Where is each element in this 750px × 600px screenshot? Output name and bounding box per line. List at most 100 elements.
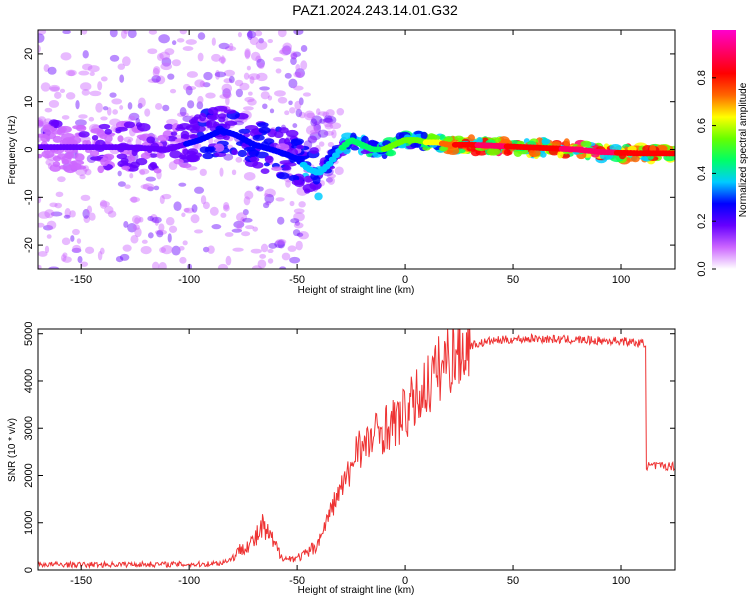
x-tick-label: 0 — [402, 274, 408, 286]
heatmap-cell — [165, 217, 175, 226]
heatmap-cell — [117, 135, 124, 143]
heatmap-cell — [55, 191, 64, 198]
heatmap-cell — [327, 176, 335, 185]
heatmap-cell — [293, 71, 302, 78]
heatmap-cell — [136, 122, 151, 132]
heatmap-cell — [274, 90, 286, 97]
heatmap-cell — [295, 71, 304, 78]
heatmap-cell — [49, 86, 60, 92]
heatmap-cell — [147, 48, 158, 55]
heatmap-cell — [109, 30, 118, 38]
heatmap-cell — [40, 82, 51, 92]
heatmap-cell — [207, 114, 214, 119]
heatmap-cell — [155, 102, 163, 110]
heatmap-cell — [219, 167, 224, 177]
heatmap-cell — [43, 64, 50, 73]
heatmap-cell — [129, 196, 141, 203]
heatmap-cell — [194, 186, 205, 194]
heatmap-cell — [46, 234, 52, 239]
colorbar-tick-label: 0.8 — [696, 70, 708, 85]
heatmap-cell — [307, 135, 318, 144]
heatmap-cell — [231, 228, 243, 233]
heatmap-cell — [132, 224, 140, 231]
heatmap-cell — [246, 30, 257, 39]
heatmap-cell — [223, 78, 233, 84]
heatmap-cell — [279, 266, 287, 269]
heatmap-cell — [223, 123, 231, 130]
heatmap-cell — [294, 68, 306, 78]
heatmap-cell — [232, 247, 244, 252]
heatmap-cell — [134, 217, 140, 225]
heatmap-cell — [228, 75, 235, 84]
heatmap-cell — [64, 208, 71, 218]
heatmap-cell — [152, 261, 160, 269]
heatmap-cell — [199, 168, 207, 177]
heatmap-cell — [74, 153, 85, 162]
heatmap-cell — [159, 195, 165, 204]
colorbar-tick-label: 0.0 — [696, 261, 708, 276]
heatmap-cell — [267, 38, 274, 44]
heatmap-cell — [285, 129, 299, 138]
heatmap-cell — [295, 240, 303, 251]
heatmap-cell — [299, 111, 306, 119]
heatmap-cell — [100, 116, 108, 121]
heatmap-cell — [249, 36, 259, 46]
heatmap-cell — [243, 171, 256, 181]
heatmap-cell — [243, 196, 251, 206]
heatmap-cell — [329, 122, 342, 130]
heatmap-cell — [198, 112, 207, 122]
heatmap-cell — [218, 56, 227, 64]
heatmap-cell — [144, 108, 151, 117]
heatmap-cell — [223, 201, 230, 210]
heatmap-cell — [289, 200, 295, 207]
spectrogram-xlabel: Height of straight line (km) — [298, 285, 415, 296]
heatmap-cell — [202, 152, 214, 160]
y-tick-label: 0 — [23, 567, 35, 573]
heatmap-cell — [89, 90, 102, 97]
heatmap-cell — [42, 125, 56, 134]
heatmap-cell — [135, 137, 142, 147]
heatmap-cell — [317, 129, 329, 138]
heatmap-cell — [178, 245, 185, 251]
heatmap-cell — [304, 110, 315, 121]
y-tick-label: 3000 — [23, 416, 35, 440]
heatmap-cell — [334, 166, 344, 176]
heatmap-cell — [111, 98, 123, 105]
heatmap-cell — [110, 125, 118, 132]
heatmap-cell — [324, 115, 337, 125]
heatmap-cell — [138, 168, 150, 175]
heatmap-cell — [127, 102, 133, 110]
heatmap-cell — [130, 234, 139, 244]
heatmap-cell — [231, 169, 237, 176]
heatmap-cell — [304, 188, 311, 194]
heatmap-cell — [82, 208, 90, 219]
heatmap-cell — [255, 40, 268, 50]
heatmap-cell — [168, 225, 178, 233]
y-tick-label: -10 — [23, 189, 35, 205]
heatmap-cell — [277, 239, 286, 249]
y-tick-label: 0 — [23, 146, 35, 152]
heatmap-cell — [148, 153, 158, 158]
heatmap-cell — [225, 96, 230, 106]
heatmap-cell — [50, 211, 63, 217]
heatmap-cell — [169, 88, 177, 94]
heatmap-cell — [99, 247, 105, 255]
heatmap-cell — [250, 248, 262, 254]
heatmap-cell — [214, 71, 227, 78]
heatmap-cell — [165, 135, 178, 142]
heatmap-cell — [336, 108, 345, 116]
heatmap-cell — [268, 242, 278, 249]
snr-ylabel: SNR (10 * v/v) — [7, 418, 18, 482]
heatmap-cell — [131, 215, 142, 224]
heatmap-cell — [62, 30, 71, 35]
heatmap-cell — [241, 231, 251, 237]
heatmap-cell — [272, 57, 284, 62]
heatmap-cell — [80, 82, 92, 91]
heatmap-cell — [49, 202, 58, 208]
heatmap-cell — [173, 201, 182, 212]
heatmap-cell — [300, 45, 308, 52]
heatmap-cell — [224, 232, 234, 237]
heatmap-cell — [244, 48, 251, 59]
heatmap-cell — [79, 174, 86, 180]
heatmap-cell — [134, 227, 142, 238]
